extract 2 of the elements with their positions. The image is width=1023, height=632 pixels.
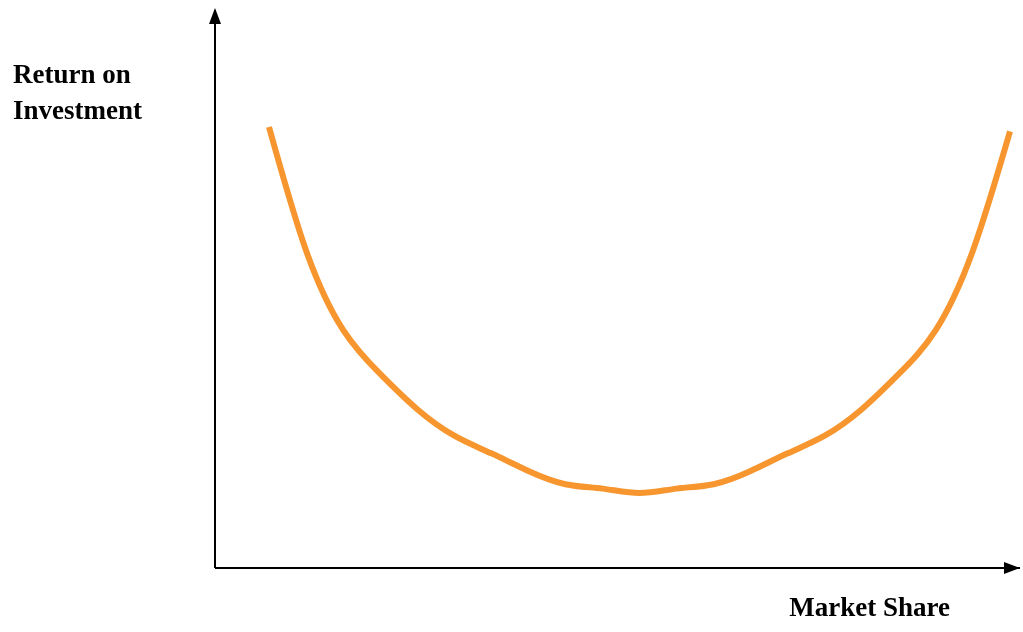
y-axis-title: Return on Investment [13,58,143,127]
x-axis-title: Market Share [789,592,950,623]
